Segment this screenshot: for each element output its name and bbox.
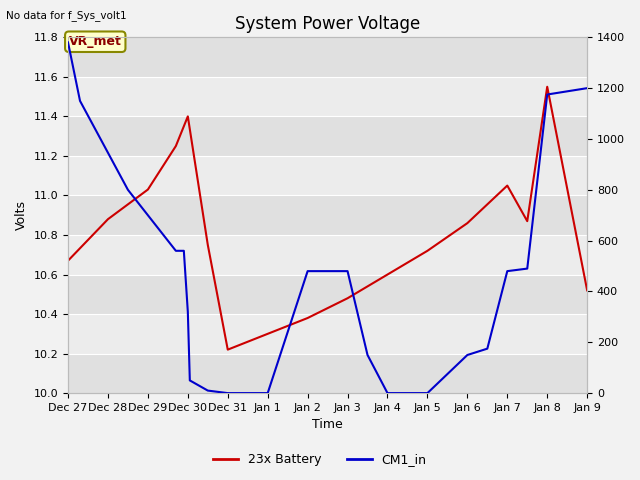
X-axis label: Time: Time — [312, 419, 343, 432]
Text: VR_met: VR_met — [69, 35, 122, 48]
Bar — [68, 354, 587, 393]
Bar — [68, 235, 587, 275]
Y-axis label: Volts: Volts — [15, 200, 28, 230]
Bar — [68, 314, 587, 354]
Legend: 23x Battery, CM1_in: 23x Battery, CM1_in — [208, 448, 432, 471]
Title: System Power Voltage: System Power Voltage — [235, 15, 420, 33]
Bar — [68, 37, 587, 77]
Bar — [68, 195, 587, 235]
Bar — [68, 275, 587, 314]
Bar — [68, 77, 587, 116]
Bar — [68, 156, 587, 195]
Bar — [68, 116, 587, 156]
Text: No data for f_Sys_volt1: No data for f_Sys_volt1 — [6, 10, 127, 21]
